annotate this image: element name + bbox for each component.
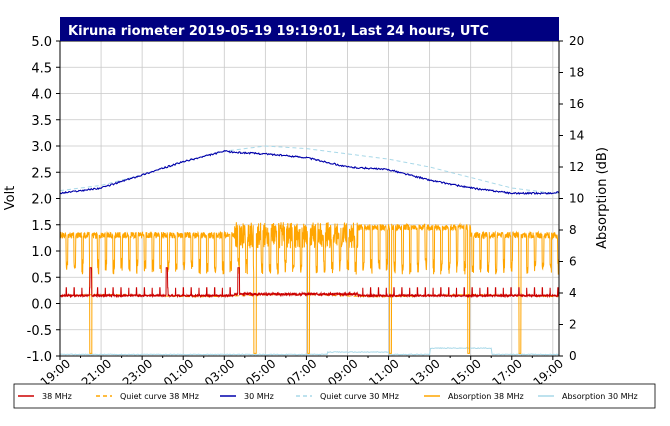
legend-label: 30 MHz [244, 392, 274, 401]
y2-tick-label: 6 [569, 255, 577, 269]
y-tick-label: -1.0 [27, 350, 52, 365]
series-lines [59, 145, 560, 356]
y-tick-label: 3.5 [31, 114, 52, 129]
y-tick-label: 2.0 [31, 193, 52, 208]
y-axis-right: 0 2 4 6 8 10 12 14 16 18 20 [559, 34, 584, 363]
y-tick-label: 1.0 [31, 245, 52, 260]
legend-label: 38 MHz [42, 392, 72, 401]
y-tick-label: 1.5 [31, 219, 52, 234]
chart-title: Kiruna riometer 2019-05-19 19:19:01, Las… [68, 24, 489, 39]
legend-item: 30 MHz [220, 392, 274, 401]
legend-item: Absorption 30 MHz [538, 392, 638, 401]
series-38mhz [59, 267, 560, 299]
y2-tick-label: 16 [569, 97, 584, 111]
y2-tick-label: 18 [569, 66, 584, 80]
y-tick-label: 3.0 [31, 140, 52, 155]
y-axis-left-title: Volt [3, 186, 18, 211]
y2-tick-label: 2 [569, 318, 577, 332]
legend-label: Quiet curve 38 MHz [120, 392, 199, 401]
y2-tick-label: 12 [569, 160, 584, 174]
y-tick-label: 4.0 [31, 88, 52, 103]
legend-label: Absorption 38 MHz [448, 392, 524, 401]
y2-tick-label: 4 [569, 286, 577, 300]
y-tick-label: 2.5 [31, 166, 52, 181]
y-tick-label: 0.5 [31, 271, 52, 286]
legend-item: Absorption 38 MHz [424, 392, 524, 401]
legend-item: Quiet curve 38 MHz [96, 392, 199, 401]
y2-tick-label: 10 [569, 192, 584, 206]
title-background [60, 17, 559, 41]
legend-label: Absorption 30 MHz [562, 392, 638, 401]
legend-items: 38 MHz Quiet curve 38 MHz 30 MHz Quiet curv… [18, 392, 638, 401]
y2-tick-label: 14 [569, 129, 584, 143]
y-axis-left: -1.0 -0.5 0.0 0.5 1.0 1.5 2.0 2.5 3.0 3.5 4.0 4.5 5.… [27, 35, 60, 365]
y-tick-label: 4.5 [31, 61, 52, 76]
y-axis-right-title: Absorption (dB) [595, 147, 610, 249]
series-absorption-30mhz [59, 347, 559, 356]
legend-item: 38 MHz [18, 392, 72, 401]
title-bar: Kiruna riometer 2019-05-19 19:19:01, Las… [60, 17, 559, 41]
series-30mhz [59, 149, 560, 195]
legend: 38 MHz Quiet curve 38 MHz 30 MHz Quiet curv… [13, 383, 656, 409]
y-tick-label: 5.0 [31, 35, 52, 50]
y2-tick-label: 0 [569, 349, 577, 363]
legend-item: Quiet curve 30 MHz [296, 392, 399, 401]
y2-tick-label: 20 [569, 34, 584, 48]
legend-label: Quiet curve 30 MHz [320, 392, 399, 401]
y-tick-label: -0.5 [27, 324, 52, 339]
y-tick-label: 0.0 [31, 298, 52, 313]
y2-tick-label: 8 [569, 223, 577, 237]
series-absorption-38mhz [59, 222, 560, 354]
